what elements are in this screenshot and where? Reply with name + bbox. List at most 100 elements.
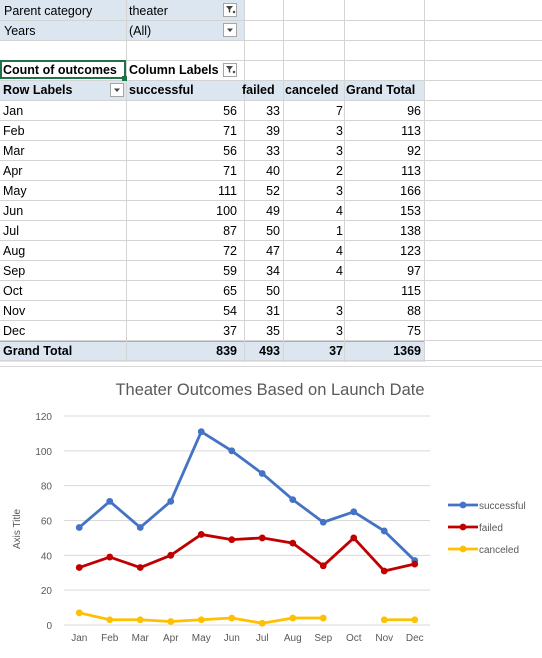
grand-total-total[interactable]: 1369 <box>393 344 421 358</box>
cell-canceled[interactable]: 4 <box>336 264 343 278</box>
legend-label-successful[interactable]: successful <box>479 501 526 512</box>
data-point-canceled[interactable] <box>75 609 83 617</box>
col-header-successful[interactable]: successful <box>129 83 194 97</box>
cell-failed[interactable]: 31 <box>266 304 280 318</box>
cell-canceled[interactable] <box>283 281 343 301</box>
cell-total[interactable]: 113 <box>401 164 421 178</box>
row-month[interactable]: Aug <box>3 244 26 258</box>
filter-applied-icon[interactable] <box>223 3 237 17</box>
cell-canceled[interactable]: 1 <box>336 224 343 238</box>
cell-successful[interactable]: 59 <box>223 264 237 278</box>
data-point-successful[interactable] <box>136 524 144 531</box>
cell-failed[interactable]: 50 <box>266 224 280 238</box>
data-point-failed[interactable] <box>167 551 175 559</box>
cell-total[interactable]: 113 <box>401 124 421 138</box>
data-point-successful[interactable] <box>319 518 327 526</box>
cell-failed[interactable]: 39 <box>266 124 280 138</box>
cell-successful[interactable]: 71 <box>223 124 237 138</box>
legend-label-failed[interactable]: failed <box>479 523 503 534</box>
data-point-canceled[interactable] <box>136 616 144 624</box>
data-point-successful[interactable] <box>75 524 83 531</box>
filter-value-years[interactable]: (All) <box>129 24 152 38</box>
data-point-canceled[interactable] <box>228 614 236 622</box>
data-point-failed[interactable] <box>197 531 205 538</box>
row-month[interactable]: Dec <box>3 324 26 338</box>
count-of-outcomes-header[interactable]: Count of outcomes <box>3 63 117 77</box>
chevron-down-icon[interactable] <box>223 23 237 37</box>
legend-label-canceled[interactable]: canceled <box>479 545 519 556</box>
cell-successful[interactable]: 56 <box>223 104 237 118</box>
cell-total[interactable]: 115 <box>401 284 421 298</box>
pivot-sheet[interactable]: Parent category theater Years (All) Coun… <box>0 0 542 362</box>
cell-failed[interactable]: 33 <box>266 104 280 118</box>
cell-total[interactable]: 88 <box>407 304 421 318</box>
row-month[interactable]: Oct <box>3 284 23 298</box>
cell-failed[interactable]: 33 <box>266 144 280 158</box>
chart-canvas[interactable]: 0 20 40 60 80 100 120 Jan Feb Mar Apr May Jun Jul Aug S… <box>0 367 542 658</box>
cell-canceled[interactable]: 7 <box>336 104 343 118</box>
cell-total[interactable]: 96 <box>407 104 421 118</box>
row-month[interactable]: Feb <box>3 124 25 138</box>
line-chart[interactable]: 0 20 40 60 80 100 120 Jan Feb Mar Apr May Jun Jul Aug S… <box>0 366 542 658</box>
chart-title[interactable]: Theater Outcomes Based on Launch Date <box>115 381 424 399</box>
col-header-grand-total[interactable]: Grand Total <box>346 83 416 97</box>
data-point-failed[interactable] <box>319 562 327 570</box>
row-labels-dropdown-icon[interactable] <box>110 83 124 97</box>
row-month[interactable]: Jun <box>3 204 24 218</box>
cell-failed[interactable]: 50 <box>266 284 280 298</box>
data-point-canceled[interactable] <box>319 614 327 622</box>
cell-failed[interactable]: 49 <box>266 204 280 218</box>
cell-canceled[interactable]: 4 <box>336 204 343 218</box>
grand-total-failed[interactable]: 493 <box>259 344 280 358</box>
cell-successful[interactable]: 56 <box>223 144 237 158</box>
cell-canceled[interactable]: 3 <box>336 184 343 198</box>
data-point-canceled[interactable] <box>197 616 205 624</box>
cell-total[interactable]: 153 <box>400 204 421 218</box>
cell-failed[interactable]: 35 <box>266 324 280 338</box>
data-point-canceled[interactable] <box>411 616 419 624</box>
data-point-successful[interactable] <box>106 497 114 505</box>
data-point-canceled[interactable] <box>258 619 266 627</box>
cell-canceled[interactable]: 3 <box>336 324 343 338</box>
row-month[interactable]: Nov <box>3 304 26 318</box>
data-point-canceled[interactable] <box>106 616 114 624</box>
series-line-successful[interactable] <box>78 430 416 562</box>
cell-canceled[interactable]: 3 <box>336 124 343 138</box>
row-labels-header[interactable]: Row Labels <box>3 83 73 97</box>
cell-canceled[interactable]: 3 <box>336 144 343 158</box>
cell-total[interactable]: 123 <box>400 244 421 258</box>
cell-failed[interactable]: 40 <box>266 164 280 178</box>
row-month[interactable]: Jan <box>3 104 24 118</box>
cell-canceled[interactable]: 3 <box>336 304 343 318</box>
cell-successful[interactable]: 71 <box>223 164 237 178</box>
data-point-successful[interactable] <box>258 470 266 477</box>
data-point-canceled[interactable] <box>289 614 297 622</box>
cell-failed[interactable]: 34 <box>266 264 280 278</box>
data-point-canceled[interactable] <box>167 618 175 625</box>
col-header-failed[interactable]: failed <box>242 83 275 97</box>
data-point-failed[interactable] <box>228 536 236 544</box>
cell-canceled[interactable]: 4 <box>336 244 343 258</box>
data-point-successful[interactable] <box>167 497 175 505</box>
cell-successful[interactable]: 72 <box>223 244 237 258</box>
col-header-canceled[interactable]: canceled <box>285 83 339 97</box>
cell-total[interactable]: 97 <box>407 264 421 278</box>
row-month[interactable]: Sep <box>3 264 26 278</box>
data-point-successful[interactable] <box>289 496 297 503</box>
data-point-failed[interactable] <box>411 560 419 568</box>
grand-total-successful[interactable]: 839 <box>216 344 237 358</box>
data-point-failed[interactable] <box>75 564 83 571</box>
filter-value-parent-category[interactable]: theater <box>129 4 168 18</box>
row-month[interactable]: Jul <box>3 224 19 238</box>
cell-failed[interactable]: 47 <box>266 244 280 258</box>
cell-successful[interactable]: 100 <box>216 204 237 218</box>
series-line-canceled[interactable] <box>78 611 415 625</box>
cell-total[interactable]: 92 <box>407 144 421 158</box>
data-point-failed[interactable] <box>106 553 114 561</box>
cell-successful[interactable]: 87 <box>223 224 237 238</box>
cell-successful[interactable]: 111 <box>217 184 237 198</box>
cell-canceled[interactable]: 2 <box>336 164 343 178</box>
row-month[interactable]: Mar <box>3 144 25 158</box>
fill-handle[interactable] <box>122 76 127 81</box>
data-point-failed[interactable] <box>380 567 388 575</box>
